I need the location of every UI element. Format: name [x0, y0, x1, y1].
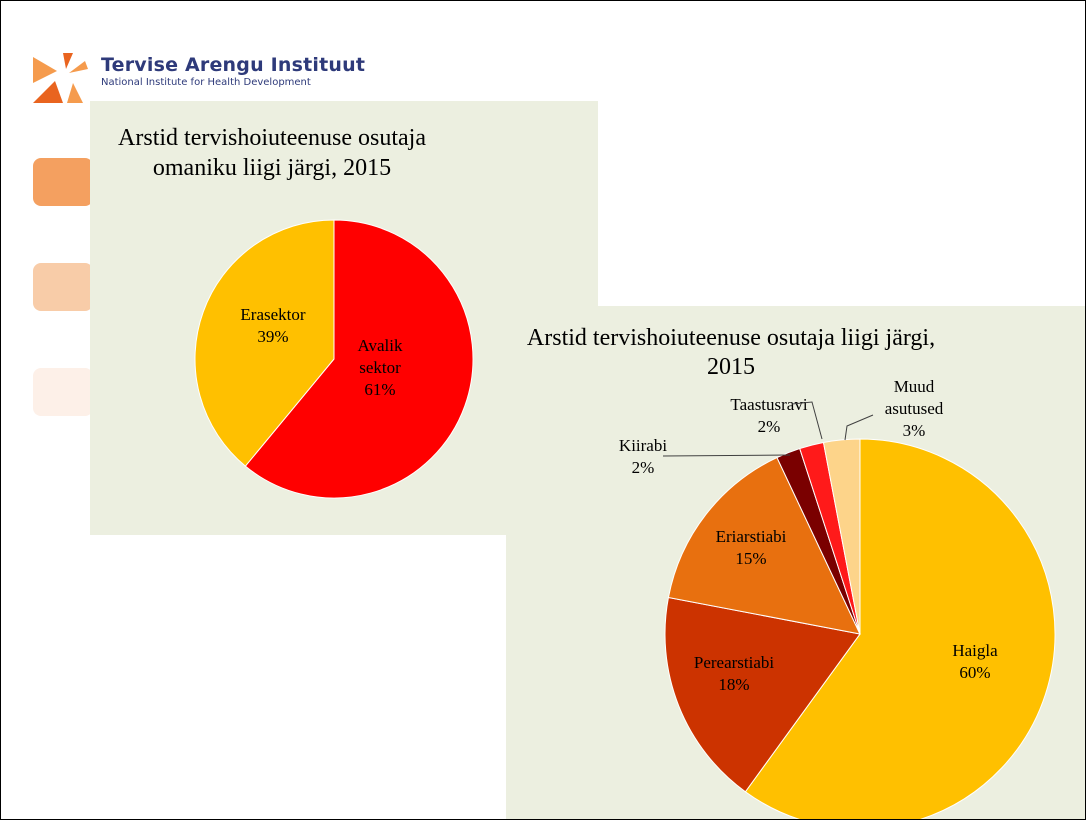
chart-panel-provider-type: Arstid tervishoiuteenuse osutaja liigi j…: [506, 306, 1085, 819]
pie-chart-provider-type: Arstid tervishoiuteenuse osutaja liigi j…: [527, 325, 1056, 819]
pie-chart-ownership: Arstid tervishoiuteenuse osutaja omaniku …: [118, 125, 474, 499]
data-label-taastusravi: Taastusravi 2%: [730, 395, 807, 436]
swatch-2: [33, 263, 93, 311]
chart-title: Arstid tervishoiuteenuse osutaja omaniku …: [118, 125, 426, 181]
pie-slice-avalik-sektor: [244, 219, 474, 499]
logo-sunburst-icon: [33, 53, 88, 103]
pie-slice-eriarstiabi: [667, 456, 861, 635]
leader-line: [844, 414, 874, 441]
data-label-erasektor: Erasektor 39%: [240, 305, 305, 346]
swatch-3: [33, 368, 93, 416]
data-label-muud-asutused: Muud asutused 3%: [885, 377, 944, 440]
data-label-haigla: Haigla 60%: [952, 641, 998, 682]
data-label-avalik-sektor: Avalik sektor 61%: [357, 336, 403, 399]
leader-line: [662, 454, 791, 457]
pie-slice-perearstiabi: [664, 596, 861, 793]
data-label-kiirabi: Kiirabi 2%: [619, 436, 667, 477]
pie-slice-muud-asutused: [822, 438, 861, 635]
logo-subtitle: National Institute for Health Developmen…: [101, 77, 311, 88]
pie-slice-erasektor: [194, 219, 335, 467]
logo-title: Tervise Arengu Instituut: [101, 54, 366, 76]
swatch-1: [33, 158, 93, 206]
chart-title: Arstid tervishoiuteenuse osutaja liigi j…: [527, 325, 935, 380]
logo: Tervise Arengu Instituut National Instit…: [33, 53, 373, 105]
leader-line: [791, 401, 823, 440]
data-label-perearstiabi: Perearstiabi 18%: [694, 653, 775, 694]
data-label-eriarstiabi: Eriarstiabi 15%: [716, 527, 787, 568]
pie-slice-haigla: [744, 438, 1056, 819]
